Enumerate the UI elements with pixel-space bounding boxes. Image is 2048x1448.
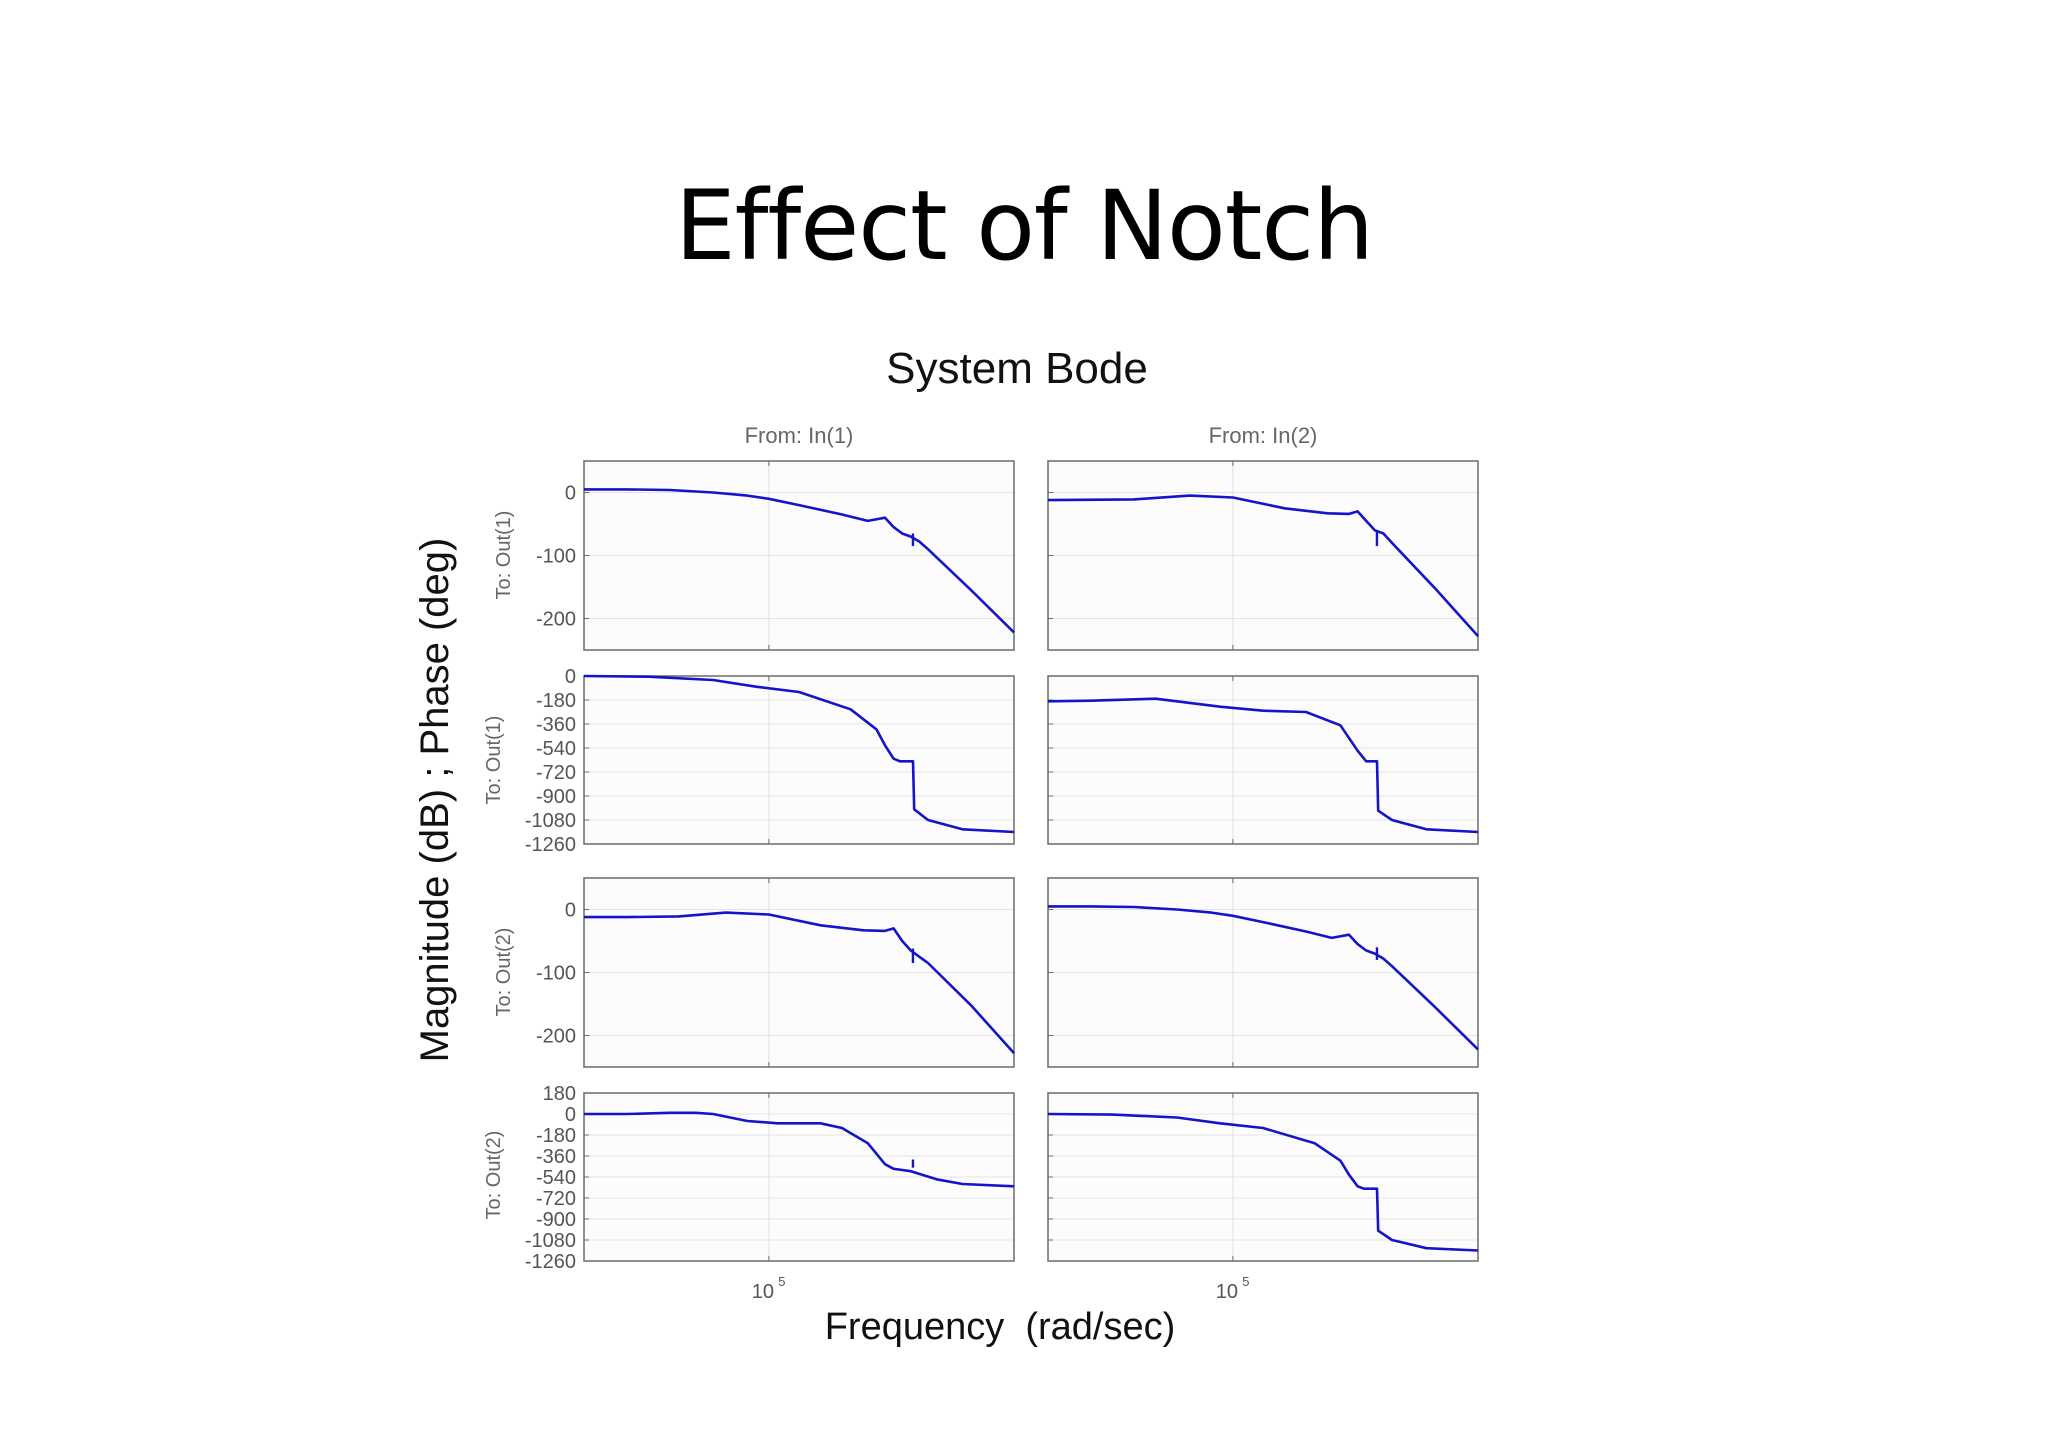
y-tick-label: 0: [565, 900, 576, 922]
y-tick-label: -180: [536, 1125, 576, 1147]
y-tick-label: -1260: [525, 1251, 576, 1273]
y-tick-label: -900: [536, 1209, 576, 1231]
y-tick-label: -540: [536, 1167, 576, 1189]
series-line: [584, 911, 1015, 1054]
y-tick-label: -180: [536, 690, 576, 712]
y-tick-label: -200: [536, 609, 576, 631]
y-tick-label: -1260: [525, 834, 576, 856]
y-tick-label: -360: [536, 1146, 576, 1168]
y-tick-label: 0: [565, 1104, 576, 1126]
x-tick-label: 10: [752, 1281, 774, 1303]
y-tick-label: -1080: [525, 1230, 576, 1252]
slide-title: Effect of Notch: [674, 170, 1374, 282]
plot-panel-frame: [1047, 675, 1479, 845]
y-tick-label: -540: [536, 738, 576, 760]
series-line: [1047, 1112, 1479, 1252]
plot-panel-bg: [1048, 676, 1478, 844]
series-line: [1048, 905, 1479, 1051]
y-tick-label: 0: [565, 483, 576, 505]
series-line: [1047, 697, 1479, 834]
x-tick-exponent: 5: [778, 1274, 785, 1289]
y-tick-label: -900: [536, 786, 576, 808]
series-line: [584, 488, 1015, 634]
y-tick-label: -360: [536, 714, 576, 736]
column-title-in1: From: In(1): [744, 423, 854, 448]
y-tick-label: -100: [536, 546, 576, 568]
plot-panel-bg: [584, 676, 1014, 844]
y-tick-label: -720: [536, 1188, 576, 1210]
y-tick-label: 0: [565, 666, 576, 688]
series-line: [583, 674, 1015, 834]
series-line: [584, 1111, 1015, 1188]
y-tick-label: -1080: [525, 810, 576, 832]
plot-panel-frame: [583, 675, 1015, 845]
y-tick-label: -200: [536, 1026, 576, 1048]
y-tick-label: 180: [543, 1083, 576, 1105]
x-tick-exponent: 5: [1242, 1274, 1249, 1289]
chart-title: System Bode: [886, 344, 1148, 393]
x-tick-label: 10: [1216, 1281, 1238, 1303]
column-title-in2: From: In(2): [1208, 423, 1318, 448]
y-tick-label: -720: [536, 762, 576, 784]
y-tick-label: -100: [536, 963, 576, 985]
series-line: [1047, 494, 1479, 637]
x-axis-title: Frequency (rad/sec): [824, 1306, 1176, 1348]
